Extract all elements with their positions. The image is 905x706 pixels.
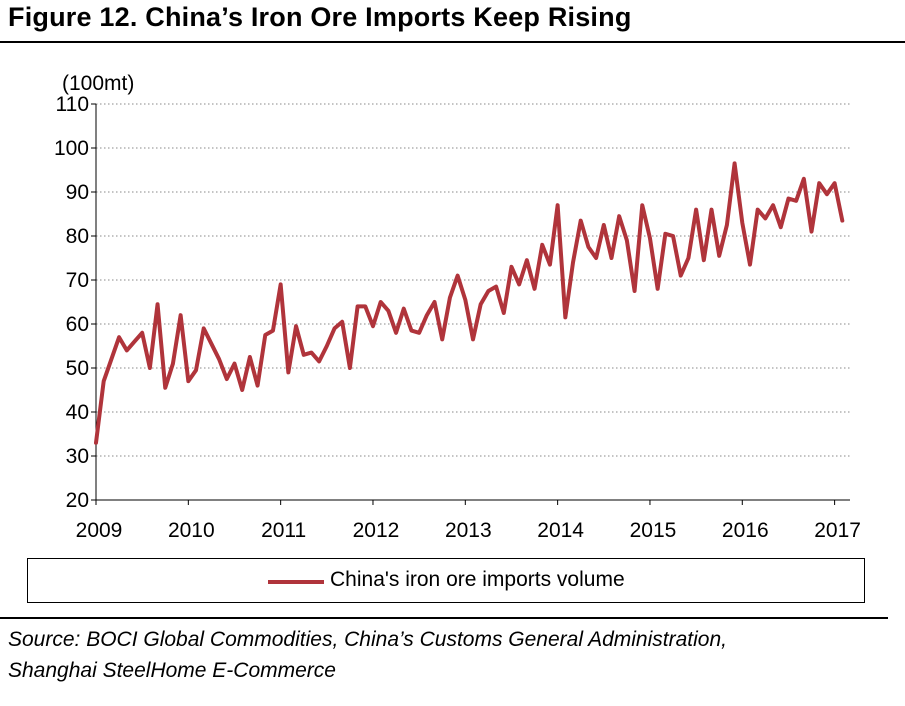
x-tick-label-2017: 2017 bbox=[814, 519, 861, 542]
line-chart: 20 30 40 50 60 70 80 90 100 110 2009 2010 2011 2012 20… bbox=[54, 72, 861, 542]
source-note: Source: BOCI Global Commodities, China’s… bbox=[8, 624, 727, 686]
x-tick-label-2015: 2015 bbox=[630, 519, 677, 542]
x-tick-label-2013: 2013 bbox=[445, 519, 492, 542]
y-tick-label-60: 60 bbox=[66, 313, 89, 336]
y-tick-label-30: 30 bbox=[66, 445, 89, 468]
title-rule bbox=[0, 41, 905, 43]
footer-rule bbox=[0, 617, 888, 619]
y-tick-label-50: 50 bbox=[66, 357, 89, 380]
y-tick-label-80: 80 bbox=[66, 225, 89, 248]
figure-title: Figure 12. China’s Iron Ore Imports Keep… bbox=[8, 2, 632, 32]
y-tick-label-70: 70 bbox=[66, 269, 89, 292]
x-tick-label-2009: 2009 bbox=[76, 519, 123, 542]
y-tick-label-20: 20 bbox=[66, 489, 89, 512]
y-axis-unit-label: (100mt) bbox=[62, 72, 134, 95]
tick-labels: 20 30 40 50 60 70 80 90 100 110 2009 2010 2011 2012 20… bbox=[54, 93, 861, 542]
y-tick-label-100: 100 bbox=[54, 137, 89, 160]
series-line-0 bbox=[94, 161, 845, 445]
legend-swatch bbox=[268, 580, 324, 584]
legend-label: China's iron ore imports volume bbox=[330, 568, 625, 591]
x-tick-label-2014: 2014 bbox=[537, 519, 584, 542]
source-line-1: Source: BOCI Global Commodities, China’s… bbox=[8, 628, 727, 651]
x-tick-label-2010: 2010 bbox=[168, 519, 215, 542]
series-layer bbox=[94, 161, 845, 445]
y-tick-label-110: 110 bbox=[56, 93, 89, 116]
source-line-2: Shanghai SteelHome E-Commerce bbox=[8, 659, 336, 682]
x-tick-label-2016: 2016 bbox=[722, 519, 769, 542]
y-tick-label-90: 90 bbox=[66, 181, 89, 204]
y-tick-label-40: 40 bbox=[66, 401, 89, 424]
x-tick-label-2011: 2011 bbox=[261, 519, 306, 542]
x-tick-label-2012: 2012 bbox=[353, 519, 400, 542]
gridlines bbox=[96, 103, 850, 457]
legend: China's iron ore imports volume bbox=[27, 558, 865, 603]
